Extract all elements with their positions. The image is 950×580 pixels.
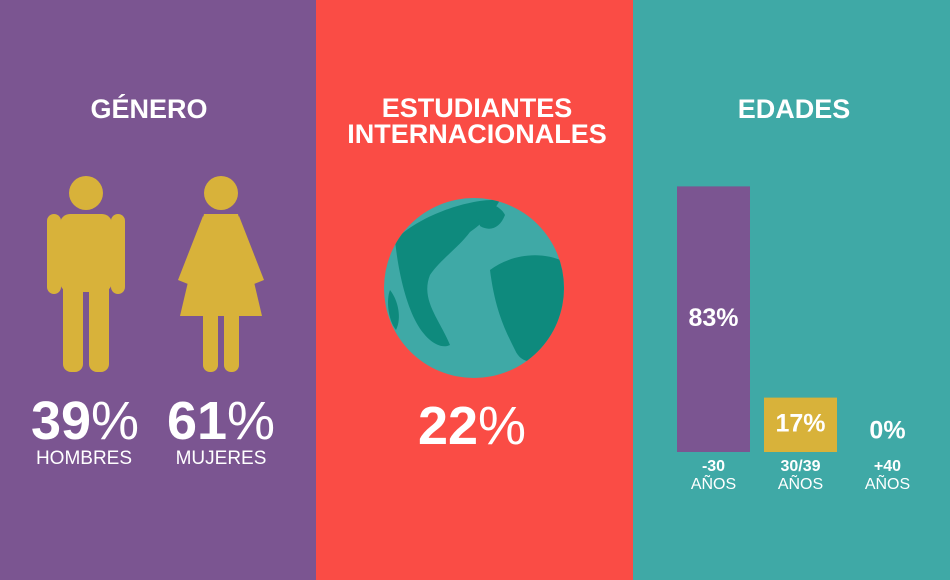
gender-panel bbox=[0, 0, 317, 580]
ages-title: EDADES bbox=[738, 94, 851, 124]
age-bar bbox=[677, 186, 750, 452]
globe-icon bbox=[384, 198, 564, 378]
men-label: HOMBRES bbox=[36, 448, 132, 469]
men-value: 39 bbox=[31, 391, 91, 451]
men-percent: 39% bbox=[31, 391, 139, 451]
percent-sign: % bbox=[227, 391, 275, 451]
international-percent: 22% bbox=[418, 396, 526, 456]
percent-sign: % bbox=[91, 391, 139, 451]
gender-title: GÉNERO bbox=[90, 93, 207, 124]
age-value-label: 17% bbox=[775, 409, 825, 437]
age-range-label: -30 bbox=[702, 458, 725, 475]
women-label: MUJERES bbox=[176, 448, 267, 469]
age-unit-label: AÑOS bbox=[865, 473, 910, 493]
age-range-label: +40 bbox=[874, 458, 901, 475]
age-range-label: 30/39 bbox=[780, 458, 820, 475]
age-unit-label: AÑOS bbox=[691, 473, 736, 493]
women-percent: 61% bbox=[167, 391, 275, 451]
age-value-label: 83% bbox=[688, 304, 738, 332]
age-value-label: 0% bbox=[869, 417, 905, 445]
percent-sign: % bbox=[478, 396, 526, 456]
woman-icon bbox=[178, 176, 264, 372]
international-value: 22 bbox=[418, 396, 478, 456]
international-title: INTERNACIONALES bbox=[347, 119, 607, 149]
age-unit-label: AÑOS bbox=[778, 473, 823, 493]
man-icon bbox=[47, 176, 125, 372]
age-bar bbox=[764, 397, 837, 452]
women-value: 61 bbox=[167, 391, 227, 451]
international-title: ESTUDIANTES bbox=[382, 93, 573, 123]
